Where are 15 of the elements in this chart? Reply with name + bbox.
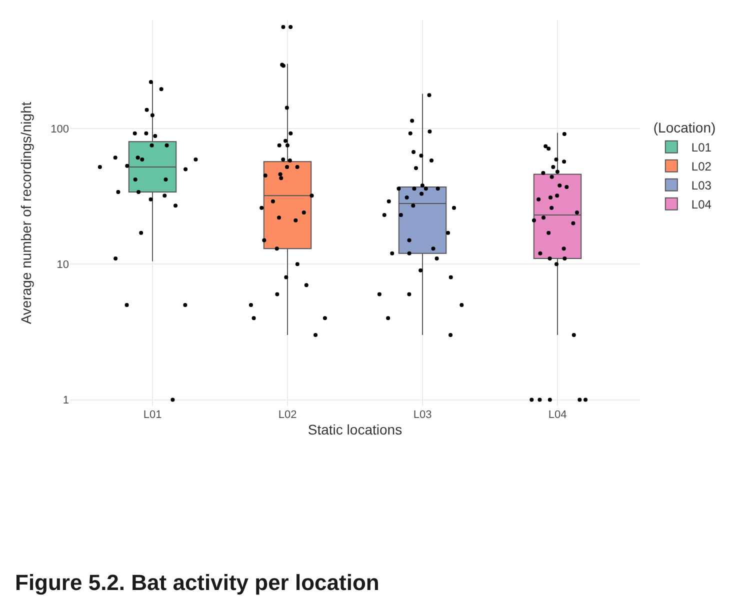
x-axis-title: Static locations — [308, 421, 402, 438]
caption: Figure 5.2. Bat activity per location — [15, 570, 380, 595]
legend-label: L03 — [691, 178, 712, 193]
x-tick-label: L02 — [278, 409, 297, 421]
y-axis-title: Average number of recordings/night — [18, 102, 34, 324]
x-tick-label: L04 — [548, 409, 567, 421]
legend-title: (Location) — [653, 119, 716, 136]
y-tick-label: 10 — [56, 258, 69, 271]
legend-label: L04 — [691, 198, 712, 212]
x-tick-label: L01 — [143, 409, 162, 421]
legend-label: L02 — [691, 160, 712, 174]
x-tick-label: L03 — [413, 409, 432, 421]
y-tick-label: 100 — [50, 123, 69, 136]
legend-label: L01 — [691, 140, 712, 155]
y-tick-label: 1 — [62, 394, 69, 407]
